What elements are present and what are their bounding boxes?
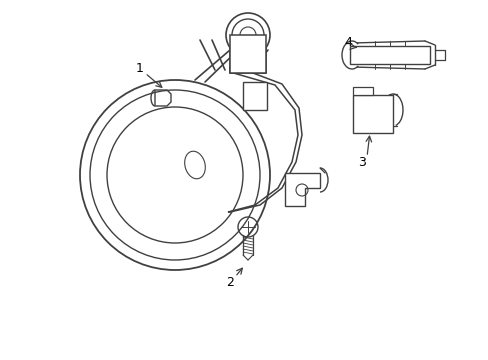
Bar [352, 87, 372, 95]
Text: 3: 3 [357, 156, 365, 168]
Text: 4: 4 [344, 36, 351, 49]
Bar [243, 82, 266, 110]
FancyArrow shape [349, 46, 429, 64]
Text: 1: 1 [136, 62, 143, 75]
Polygon shape [227, 68, 302, 212]
Polygon shape [155, 90, 171, 106]
Text: 2: 2 [225, 275, 233, 288]
Bar [229, 35, 265, 73]
Polygon shape [285, 173, 319, 206]
Circle shape [225, 13, 269, 57]
Bar [352, 95, 392, 133]
